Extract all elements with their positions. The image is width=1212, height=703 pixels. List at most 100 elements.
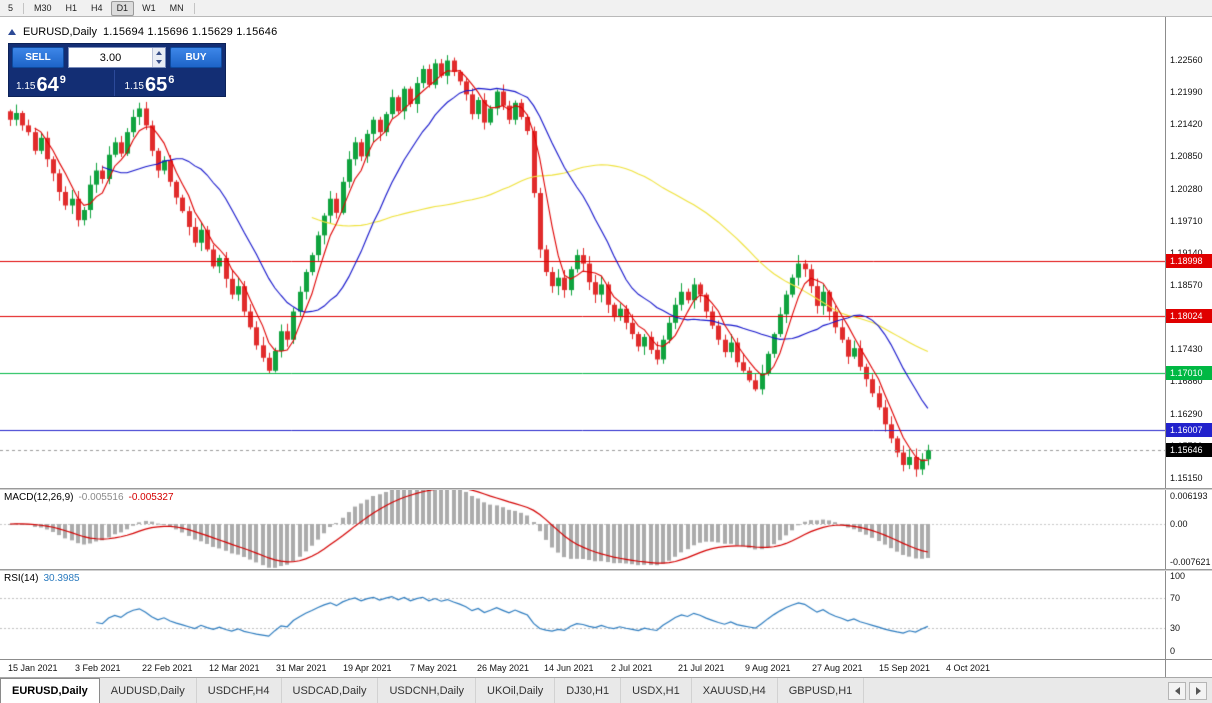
timeframe-toolbar: 5 M30 H1 H4 D1 W1 MN xyxy=(0,0,1212,17)
time-axis-date: 31 Mar 2021 xyxy=(276,663,327,673)
buy-button[interactable]: BUY xyxy=(170,47,222,68)
level-price-badge: 1.16007 xyxy=(1166,422,1212,437)
price-tick: 1.17430 xyxy=(1170,344,1203,355)
main-price-axis[interactable]: 1.22560 1.21990 1.21420 1.20850 1.20280 1.197… xyxy=(1165,17,1212,488)
trade-quotes-row: 1.15 64 9 1.15 65 6 xyxy=(12,70,222,96)
spinner-down-icon xyxy=(156,60,162,65)
bid-pip-digit: 9 xyxy=(59,74,66,86)
macd-canvas[interactable] xyxy=(0,490,1165,569)
volume-increase-button[interactable] xyxy=(153,48,165,58)
macd-axis[interactable]: 0.006193 0.00 -0.007621 xyxy=(1165,490,1212,569)
one-click-panel-toggle-icon[interactable] xyxy=(8,29,16,35)
timeframe-button-h1[interactable]: H1 xyxy=(65,2,78,13)
chart-tabs-bar: EURUSD,Daily AUDUSD,Daily USDCHF,H4 USDCAD,… xyxy=(0,677,1212,703)
chart-tab-eurusd[interactable]: EURUSD,Daily xyxy=(0,678,100,703)
rsi-tick: 30 xyxy=(1170,623,1181,634)
chart-tab-ukoil[interactable]: UKOil,Daily xyxy=(476,678,556,703)
time-axis-date: 15 Jan 2021 xyxy=(8,663,58,673)
price-tick: 1.16860 xyxy=(1170,376,1203,387)
level-price-badge: 1.18024 xyxy=(1166,308,1212,323)
toolbar-separator xyxy=(23,2,25,14)
ask-big-digits: 65 xyxy=(144,74,168,96)
trade-controls-row: SELL 3.00 BUY xyxy=(12,47,222,68)
rsi-value: 30.3985 xyxy=(43,573,80,584)
timeframe-button-w1[interactable]: W1 xyxy=(142,2,156,13)
macd-tick: -0.007621 xyxy=(1170,557,1211,568)
arrow-right-icon xyxy=(1195,686,1201,695)
price-tick: 1.16290 xyxy=(1170,408,1203,419)
sell-price-display[interactable]: 1.15 64 9 xyxy=(12,70,114,96)
main-chart-panel: 1.22560 1.21990 1.21420 1.20850 1.20280 1.197… xyxy=(0,17,1212,488)
chart-legend: EURUSD,Daily 1.15694 1.15696 1.15629 1.1… xyxy=(8,26,277,38)
price-tick: 1.19710 xyxy=(1170,215,1203,226)
macd-tick: 0.00 xyxy=(1170,519,1188,529)
time-axis-date: 9 Aug 2021 xyxy=(745,663,791,673)
timeframe-button-mn[interactable]: MN xyxy=(169,2,184,13)
time-axis[interactable]: 15 Jan 2021 3 Feb 2021 22 Feb 2021 12 Mar 2… xyxy=(0,659,1212,677)
timeframe-button-h4[interactable]: H4 xyxy=(91,2,103,13)
macd-tick: 0.006193 xyxy=(1170,491,1208,501)
level-price-badge: 1.18998 xyxy=(1166,253,1212,268)
macd-name: MACD(12,26,9) xyxy=(4,492,74,503)
rsi-tick: 70 xyxy=(1170,592,1181,603)
price-tick: 1.21990 xyxy=(1170,87,1203,98)
volume-spinner xyxy=(152,48,165,67)
rsi-name: RSI(14) xyxy=(4,573,39,584)
chart-tab-usdx[interactable]: USDX,H1 xyxy=(621,678,692,703)
panel-splitter-macd[interactable] xyxy=(0,488,1212,490)
chart-tab-gbpusd[interactable]: GBPUSD,H1 xyxy=(778,678,865,703)
sell-button[interactable]: SELL xyxy=(12,47,64,68)
level-price-badge: 1.17010 xyxy=(1166,365,1212,380)
macd-panel: MACD(12,26,9) -0.005516 -0.005327 0.006193… xyxy=(0,490,1212,569)
macd-main-value: -0.005516 xyxy=(78,492,124,503)
chart-tab-usdcad[interactable]: USDCAD,Daily xyxy=(282,678,379,703)
bid-big-digits: 64 xyxy=(36,74,59,96)
time-axis-date: 12 Mar 2021 xyxy=(209,663,260,673)
chart-tab-usdchf[interactable]: USDCHF,H4 xyxy=(197,678,282,703)
timeframe-button-d1[interactable]: D1 xyxy=(110,0,135,16)
rsi-panel: RSI(14) 30.3985 100 70 30 0 xyxy=(0,571,1212,659)
price-tick: 1.15150 xyxy=(1170,472,1203,483)
chart-tab-usdcnh[interactable]: USDCNH,Daily xyxy=(378,678,477,703)
chart-tab-dj30[interactable]: DJ30,H1 xyxy=(555,678,622,703)
tabs-scroll-left-button[interactable] xyxy=(1168,681,1186,700)
tabs-scroll-right-button[interactable] xyxy=(1189,681,1207,700)
one-click-trading-panel: SELL 3.00 BUY 1.15 64 9 xyxy=(8,43,226,97)
price-tick: 1.20850 xyxy=(1170,151,1203,162)
chart-symbol-label: EURUSD,Daily xyxy=(23,26,97,38)
time-axis-date: 3 Feb 2021 xyxy=(75,663,121,673)
volume-field[interactable]: 3.00 xyxy=(68,47,166,68)
price-tick: 1.18570 xyxy=(1170,280,1203,290)
time-axis-date: 22 Feb 2021 xyxy=(142,663,193,673)
tabs-scroll-controls xyxy=(1163,678,1212,703)
time-axis-corner xyxy=(1165,660,1212,677)
rsi-canvas[interactable] xyxy=(0,571,1165,659)
current-price-badge: 1.15646 xyxy=(1166,442,1212,457)
ask-prefix: 1.15 xyxy=(124,81,144,92)
arrow-left-icon xyxy=(1174,686,1180,695)
panel-splitter-rsi[interactable] xyxy=(0,569,1212,571)
spinner-up-icon xyxy=(156,50,162,55)
macd-title: MACD(12,26,9) -0.005516 -0.005327 xyxy=(4,492,174,503)
rsi-tick: 100 xyxy=(1170,571,1186,581)
buy-price-display[interactable]: 1.15 65 6 xyxy=(113,70,223,96)
volume-decrease-button[interactable] xyxy=(153,57,165,67)
price-tick: 1.21420 xyxy=(1170,119,1203,130)
chart-tab-audusd[interactable]: AUDUSD,Daily xyxy=(100,678,197,703)
time-axis-date: 15 Sep 2021 xyxy=(879,663,931,673)
bid-prefix: 1.15 xyxy=(16,81,36,92)
time-axis-date: 26 May 2021 xyxy=(477,663,530,673)
price-tick: 1.22560 xyxy=(1170,54,1203,65)
time-axis-date: 4 Oct 2021 xyxy=(946,663,991,673)
rsi-axis[interactable]: 100 70 30 0 xyxy=(1165,571,1212,659)
price-tick: 1.20280 xyxy=(1170,183,1203,194)
macd-signal-value: -0.005327 xyxy=(128,492,174,503)
timeframe-button-m30[interactable]: M30 xyxy=(34,2,52,13)
time-axis-date: 7 May 2021 xyxy=(410,663,458,673)
rsi-tick: 0 xyxy=(1170,646,1176,656)
volume-value: 3.00 xyxy=(99,51,122,64)
chart-tab-xauusd[interactable]: XAUUSD,H4 xyxy=(692,678,778,703)
toolbar-separator xyxy=(193,2,195,14)
timeframe-button-5[interactable]: 5 xyxy=(8,2,14,13)
